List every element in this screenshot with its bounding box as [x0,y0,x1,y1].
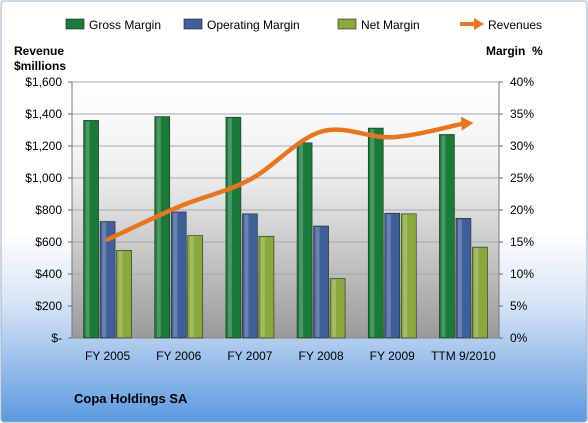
operating-margin-bar-highlight [244,214,249,337]
operating-margin-bar-highlight [386,214,391,337]
revenues-legend-label: Revenues [488,18,542,32]
net-margin-bar-highlight [332,279,337,337]
operating-margin-bar [99,221,116,339]
gross-margin-bar [367,127,384,339]
right-tick-label: 0% [510,331,528,345]
operating-margin-bar-highlight [102,222,107,337]
gross-margin-bar [154,116,171,339]
gross-margin-bar-highlight [370,129,375,337]
net-margin-bar-highlight [403,214,408,337]
operating-margin-bar [455,218,472,339]
operating-margin-bar [242,213,258,339]
revenues-line-arrowhead [460,116,474,131]
right-tick-label: 35% [510,107,534,121]
left-tick-label: $1,200 [25,139,62,153]
gross-margin-bar [83,120,99,339]
net-margin-bar [187,235,204,339]
x-tick-label: FY 2009 [370,349,415,363]
right-tick-label: 20% [510,203,534,217]
gross-margin-bar [439,134,455,339]
net-margin-bar [400,213,417,339]
right-axis-label: Margin % [486,44,543,58]
x-tick-label: FY 2008 [299,349,344,363]
left-tick-label: $1,400 [25,107,62,121]
net-margin-bar [258,235,275,339]
net-margin-legend-label: Net Margin [361,18,420,32]
net-margin-bar [329,278,346,339]
right-tick-label: 5% [510,299,528,313]
right-tick-label: 25% [510,171,534,185]
net-margin-legend-swatch [337,18,357,30]
left-axis-label-line2: $millions [14,59,66,73]
revenues-legend-arrow [474,18,484,30]
operating-margin-bar-highlight [315,227,320,337]
gross-margin-bar-highlight [156,117,161,337]
x-tick-label: FY 2006 [156,349,201,363]
operating-margin-bar [170,211,187,339]
net-margin-bar [472,246,488,339]
gross-margin-bar [296,142,313,339]
operating-margin-bar [313,225,329,339]
left-tick-label: $800 [35,203,62,217]
gross-margin-bar-highlight [441,135,446,337]
right-tick-label: 30% [510,139,534,153]
gross-margin-bar [225,116,242,339]
operating-margin-bar [384,212,401,339]
left-tick-label: $1,600 [25,75,62,89]
right-tick-label: 15% [510,235,534,249]
revenues-line [105,121,466,242]
gross-margin-legend-label: Gross Margin [89,18,161,32]
right-tick-label: 40% [510,75,534,89]
operating-margin-bar-highlight [457,219,462,337]
gross-margin-bar-highlight [299,143,304,337]
x-tick-label: TTM 9/2010 [431,349,496,363]
net-margin-bar [116,250,132,339]
operating-margin-legend-label: Operating Margin [207,18,300,32]
gross-margin-bar-highlight [85,121,90,338]
left-tick-label: $600 [35,235,62,249]
net-margin-bar-highlight [189,236,194,337]
operating-margin-legend-swatch [183,18,203,30]
net-margin-bar-highlight [118,251,123,337]
gross-margin-bar-highlight [227,118,232,337]
left-axis-label-line1: Revenue [14,44,64,58]
x-tick-label: FY 2005 [85,349,130,363]
operating-margin-bar-highlight [173,212,178,337]
net-margin-bar-highlight [260,237,265,337]
left-tick-label: $1,000 [25,171,62,185]
left-tick-label: $200 [35,299,62,313]
x-tick-label: FY 2007 [227,349,272,363]
net-margin-bar-highlight [474,248,479,337]
gross-margin-legend-swatch [65,18,85,30]
company-name: Copa Holdings SA [74,391,188,406]
right-tick-label: 10% [510,267,534,281]
left-tick-label: $- [51,331,62,345]
left-tick-label: $400 [35,267,62,281]
